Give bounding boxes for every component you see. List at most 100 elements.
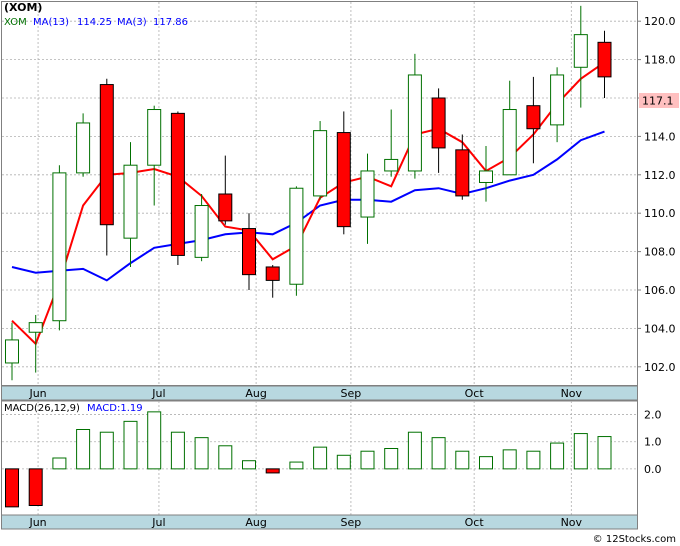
macd-x-tick-label: Aug	[245, 516, 266, 529]
legend-ma13-label: MA(13)	[33, 17, 69, 28]
candle-body	[597, 41, 612, 78]
candle-body	[573, 34, 588, 68]
macd-y-axis-labels: 2.0 1.0 0.0	[644, 409, 662, 476]
candle-body	[550, 74, 565, 126]
price-y-tick-label: 118.0	[644, 54, 676, 67]
candle-body	[336, 132, 351, 228]
candlesticks	[5, 5, 612, 381]
candle-body	[242, 228, 256, 276]
macd-bar	[455, 450, 470, 470]
candle-body	[384, 158, 399, 172]
candle-body	[194, 205, 209, 258]
macd-bar	[526, 450, 541, 470]
macd-y-tick-label: 1.0	[644, 436, 662, 449]
macd-bar	[5, 468, 19, 508]
legend-ma3-value: 117.86	[153, 17, 188, 28]
price-x-axis-band	[1, 385, 638, 401]
price-y-tick-label: 104.0	[644, 322, 676, 335]
candle	[550, 67, 565, 143]
macd-bar	[28, 468, 43, 507]
macd-x-tick-label: Nov	[561, 516, 583, 529]
candle-body	[407, 74, 422, 172]
candle	[52, 165, 67, 331]
price-y-tick-label: 120.0	[644, 15, 676, 28]
candle	[384, 109, 399, 177]
macd-bar	[407, 431, 422, 470]
macd-bar	[123, 420, 138, 470]
watermark: © 12Stocks.com	[593, 534, 676, 545]
macd-bar	[384, 448, 399, 470]
candle	[360, 153, 375, 244]
candle-body	[99, 84, 114, 226]
candle	[76, 113, 91, 177]
candle-body	[123, 164, 138, 239]
candle	[526, 76, 541, 164]
price-y-axis-labels: 102.0104.0106.0108.0110.0112.0114.0116.0…	[637, 15, 676, 374]
macd-bar	[147, 411, 162, 470]
macd-bar	[194, 437, 209, 470]
chart-title: (XOM)	[4, 1, 42, 14]
price-y-tick-label: 110.0	[644, 207, 676, 220]
macd-bar	[242, 460, 256, 470]
candle-body	[431, 97, 446, 149]
candle-body	[313, 130, 328, 197]
candle-body	[5, 339, 19, 364]
price-x-axis-labels: Jun Jul Aug Sep Oct Nov	[28, 387, 582, 400]
macd-bar	[289, 461, 304, 470]
price-x-tick-label: Jun	[28, 387, 46, 400]
candle	[194, 194, 209, 262]
candle	[313, 121, 328, 200]
macd-bar	[479, 456, 493, 470]
macd-legend-label: MACD(26,12,9)	[4, 403, 80, 414]
candle	[455, 134, 470, 200]
candle	[407, 53, 422, 179]
macd-y-tick-label: 2.0	[644, 409, 662, 422]
macd-legend-value: MACD:1.19	[87, 403, 143, 414]
macd-bar	[360, 450, 375, 470]
candle-body	[265, 266, 280, 281]
candle	[265, 265, 280, 298]
macd-x-tick-label: Sep	[341, 516, 362, 529]
legend-ma3-label: MA(3)	[117, 17, 147, 28]
candle	[479, 146, 493, 202]
macd-x-tick-label: Oct	[465, 516, 485, 529]
price-y-tick-label: 106.0	[644, 284, 676, 297]
macd-y-tick-label: 0.0	[644, 463, 662, 476]
legend-ma13-value: 114.25	[77, 17, 112, 28]
macd-bar	[265, 468, 280, 474]
candle	[242, 213, 256, 290]
macd-bar	[336, 454, 351, 470]
candle	[123, 142, 138, 267]
candle	[336, 111, 351, 235]
candle	[99, 78, 114, 256]
candle-body	[526, 105, 541, 130]
macd-bar	[597, 436, 612, 470]
candle	[289, 186, 304, 296]
candle-body	[218, 193, 233, 222]
macd-bar	[313, 446, 328, 470]
price-x-tick-label: Sep	[341, 387, 362, 400]
macd-bar	[76, 429, 91, 470]
candle-body	[52, 172, 67, 322]
price-x-tick-label: Aug	[245, 387, 266, 400]
candle-body	[479, 170, 493, 183]
price-x-tick-label: Oct	[465, 387, 485, 400]
price-y-tick-label: 102.0	[644, 361, 676, 374]
candle	[170, 111, 185, 266]
candle-body	[289, 187, 304, 285]
candle-body	[76, 122, 91, 174]
macd-bar	[218, 445, 233, 470]
price-y-tick-label: 114.0	[644, 130, 676, 143]
candle-body	[502, 109, 517, 176]
candle	[431, 88, 446, 173]
macd-x-tick-label: Jun	[28, 516, 46, 529]
candle	[28, 314, 43, 373]
candle-body	[455, 149, 470, 197]
macd-x-axis-band	[1, 514, 638, 530]
price-x-tick-label: Nov	[561, 387, 583, 400]
candle	[5, 322, 19, 381]
macd-x-axis-labels: Jun Jul Aug Sep Oct Nov	[28, 516, 582, 529]
macd-x-tick-label: Jul	[151, 516, 165, 529]
macd-bar	[431, 437, 446, 470]
